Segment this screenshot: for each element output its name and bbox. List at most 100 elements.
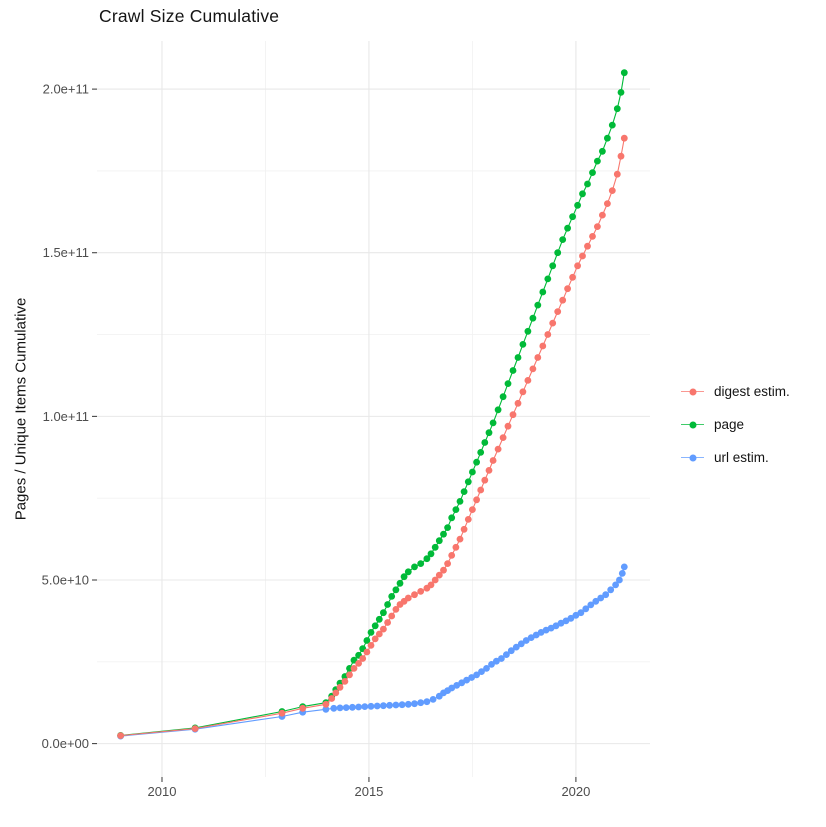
data-point-url-estim- bbox=[592, 597, 600, 605]
data-point-page bbox=[579, 190, 586, 198]
data-point-url-estim- bbox=[367, 702, 375, 710]
data-point-page bbox=[423, 555, 431, 563]
data-point-url-estim- bbox=[503, 651, 510, 658]
legend-dot-icon bbox=[689, 454, 696, 461]
data-point-digest-estim- bbox=[514, 399, 522, 407]
data-point-digest-estim- bbox=[404, 594, 412, 602]
data-point-page bbox=[494, 406, 502, 414]
data-point-url-estim- bbox=[517, 640, 525, 648]
y-tick-label: 0.0e+00 bbox=[42, 736, 89, 751]
data-point-page bbox=[460, 488, 468, 495]
data-point-digest-estim- bbox=[620, 134, 628, 142]
data-point-page bbox=[613, 105, 621, 113]
data-point-page bbox=[584, 180, 591, 188]
data-point-page bbox=[544, 275, 552, 283]
data-point-url-estim- bbox=[322, 705, 330, 713]
data-point-digest-estim- bbox=[534, 354, 542, 361]
data-point-page bbox=[448, 514, 456, 522]
data-point-url-estim- bbox=[429, 696, 437, 703]
data-point-digest-estim- bbox=[469, 506, 476, 513]
data-point-url-estim- bbox=[373, 702, 381, 710]
data-point-page bbox=[477, 449, 485, 456]
data-point-digest-estim- bbox=[392, 606, 400, 613]
data-point-digest-estim- bbox=[504, 422, 512, 430]
data-point-digest-estim- bbox=[431, 576, 439, 584]
data-point-digest-estim- bbox=[544, 331, 552, 338]
legend: digest estim. page url estim. bbox=[681, 375, 790, 474]
data-point-url-estim- bbox=[552, 622, 560, 630]
data-point-page bbox=[396, 579, 404, 587]
data-point-url-estim- bbox=[468, 674, 475, 681]
data-point-url-estim- bbox=[417, 699, 425, 707]
legend-key-url-estim bbox=[681, 452, 704, 463]
data-point-digest-estim- bbox=[613, 170, 621, 178]
data-point-digest-estim- bbox=[477, 486, 485, 494]
data-point-page bbox=[489, 419, 497, 427]
data-point-digest-estim- bbox=[384, 619, 391, 626]
data-point-digest-estim- bbox=[328, 695, 336, 702]
data-point-url-estim- bbox=[567, 614, 575, 622]
data-point-page bbox=[469, 468, 476, 476]
data-point-digest-estim- bbox=[569, 273, 576, 281]
legend-item-url-estim: url estim. bbox=[681, 441, 790, 474]
y-tick-label: 5.0e+10 bbox=[42, 572, 89, 587]
legend-label-digest-estim: digest estim. bbox=[714, 384, 790, 399]
data-point-url-estim- bbox=[342, 704, 350, 711]
data-point-page bbox=[485, 429, 493, 437]
data-point-digest-estim- bbox=[485, 467, 493, 474]
data-point-page bbox=[534, 301, 542, 309]
data-point-page bbox=[444, 524, 451, 531]
data-point-url-estim- bbox=[572, 611, 580, 619]
data-point-digest-estim- bbox=[489, 457, 497, 464]
data-point-digest-estim- bbox=[322, 700, 330, 708]
data-point-page bbox=[504, 380, 512, 387]
data-point-page bbox=[411, 563, 418, 571]
data-point-page bbox=[388, 593, 396, 600]
data-point-url-estim- bbox=[527, 634, 535, 641]
data-point-page bbox=[392, 586, 400, 594]
data-point-page bbox=[574, 201, 581, 209]
data-point-page bbox=[559, 236, 567, 244]
legend-key-digest-estim bbox=[681, 386, 704, 397]
data-point-digest-estim- bbox=[435, 571, 443, 579]
data-point-url-estim- bbox=[478, 668, 485, 675]
data-point-page bbox=[499, 393, 507, 401]
data-point-digest-estim- bbox=[499, 434, 507, 441]
data-point-digest-estim- bbox=[554, 308, 562, 315]
data-point-digest-estim- bbox=[380, 625, 387, 633]
legend-label-url-estim: url estim. bbox=[714, 450, 769, 465]
data-point-digest-estim- bbox=[336, 683, 344, 691]
data-point-digest-estim- bbox=[278, 709, 286, 717]
data-point-page bbox=[564, 224, 571, 232]
data-point-page bbox=[539, 288, 547, 296]
data-point-page bbox=[464, 478, 472, 486]
data-point-digest-estim- bbox=[473, 496, 480, 504]
x-tick-label: 2015 bbox=[354, 784, 383, 799]
series-line-page bbox=[120, 72, 625, 736]
data-point-page bbox=[617, 89, 625, 96]
data-point-url-estim- bbox=[411, 700, 418, 708]
data-point-url-estim- bbox=[423, 698, 431, 706]
data-point-digest-estim- bbox=[346, 671, 353, 679]
legend-item-digest-estim: digest estim. bbox=[681, 375, 790, 408]
data-point-digest-estim- bbox=[594, 223, 601, 231]
data-point-url-estim- bbox=[582, 605, 590, 613]
data-point-url-estim- bbox=[330, 704, 338, 712]
data-point-page bbox=[400, 573, 408, 581]
data-point-url-estim- bbox=[453, 682, 461, 689]
legend-key-page bbox=[681, 419, 704, 430]
data-point-page bbox=[524, 327, 532, 335]
data-point-url-estim- bbox=[336, 704, 344, 712]
data-point-page bbox=[367, 629, 375, 636]
data-point-page bbox=[380, 609, 387, 617]
data-point-digest-estim- bbox=[355, 660, 362, 667]
x-tick-label: 2010 bbox=[148, 784, 177, 799]
data-point-page bbox=[509, 367, 517, 374]
data-point-page bbox=[404, 568, 412, 576]
data-point-url-estim- bbox=[483, 665, 490, 672]
legend-dot-icon bbox=[689, 421, 696, 428]
data-point-url-estim- bbox=[473, 671, 480, 679]
data-point-page bbox=[363, 637, 371, 644]
data-point-digest-estim- bbox=[539, 342, 547, 350]
data-point-page bbox=[431, 543, 439, 551]
